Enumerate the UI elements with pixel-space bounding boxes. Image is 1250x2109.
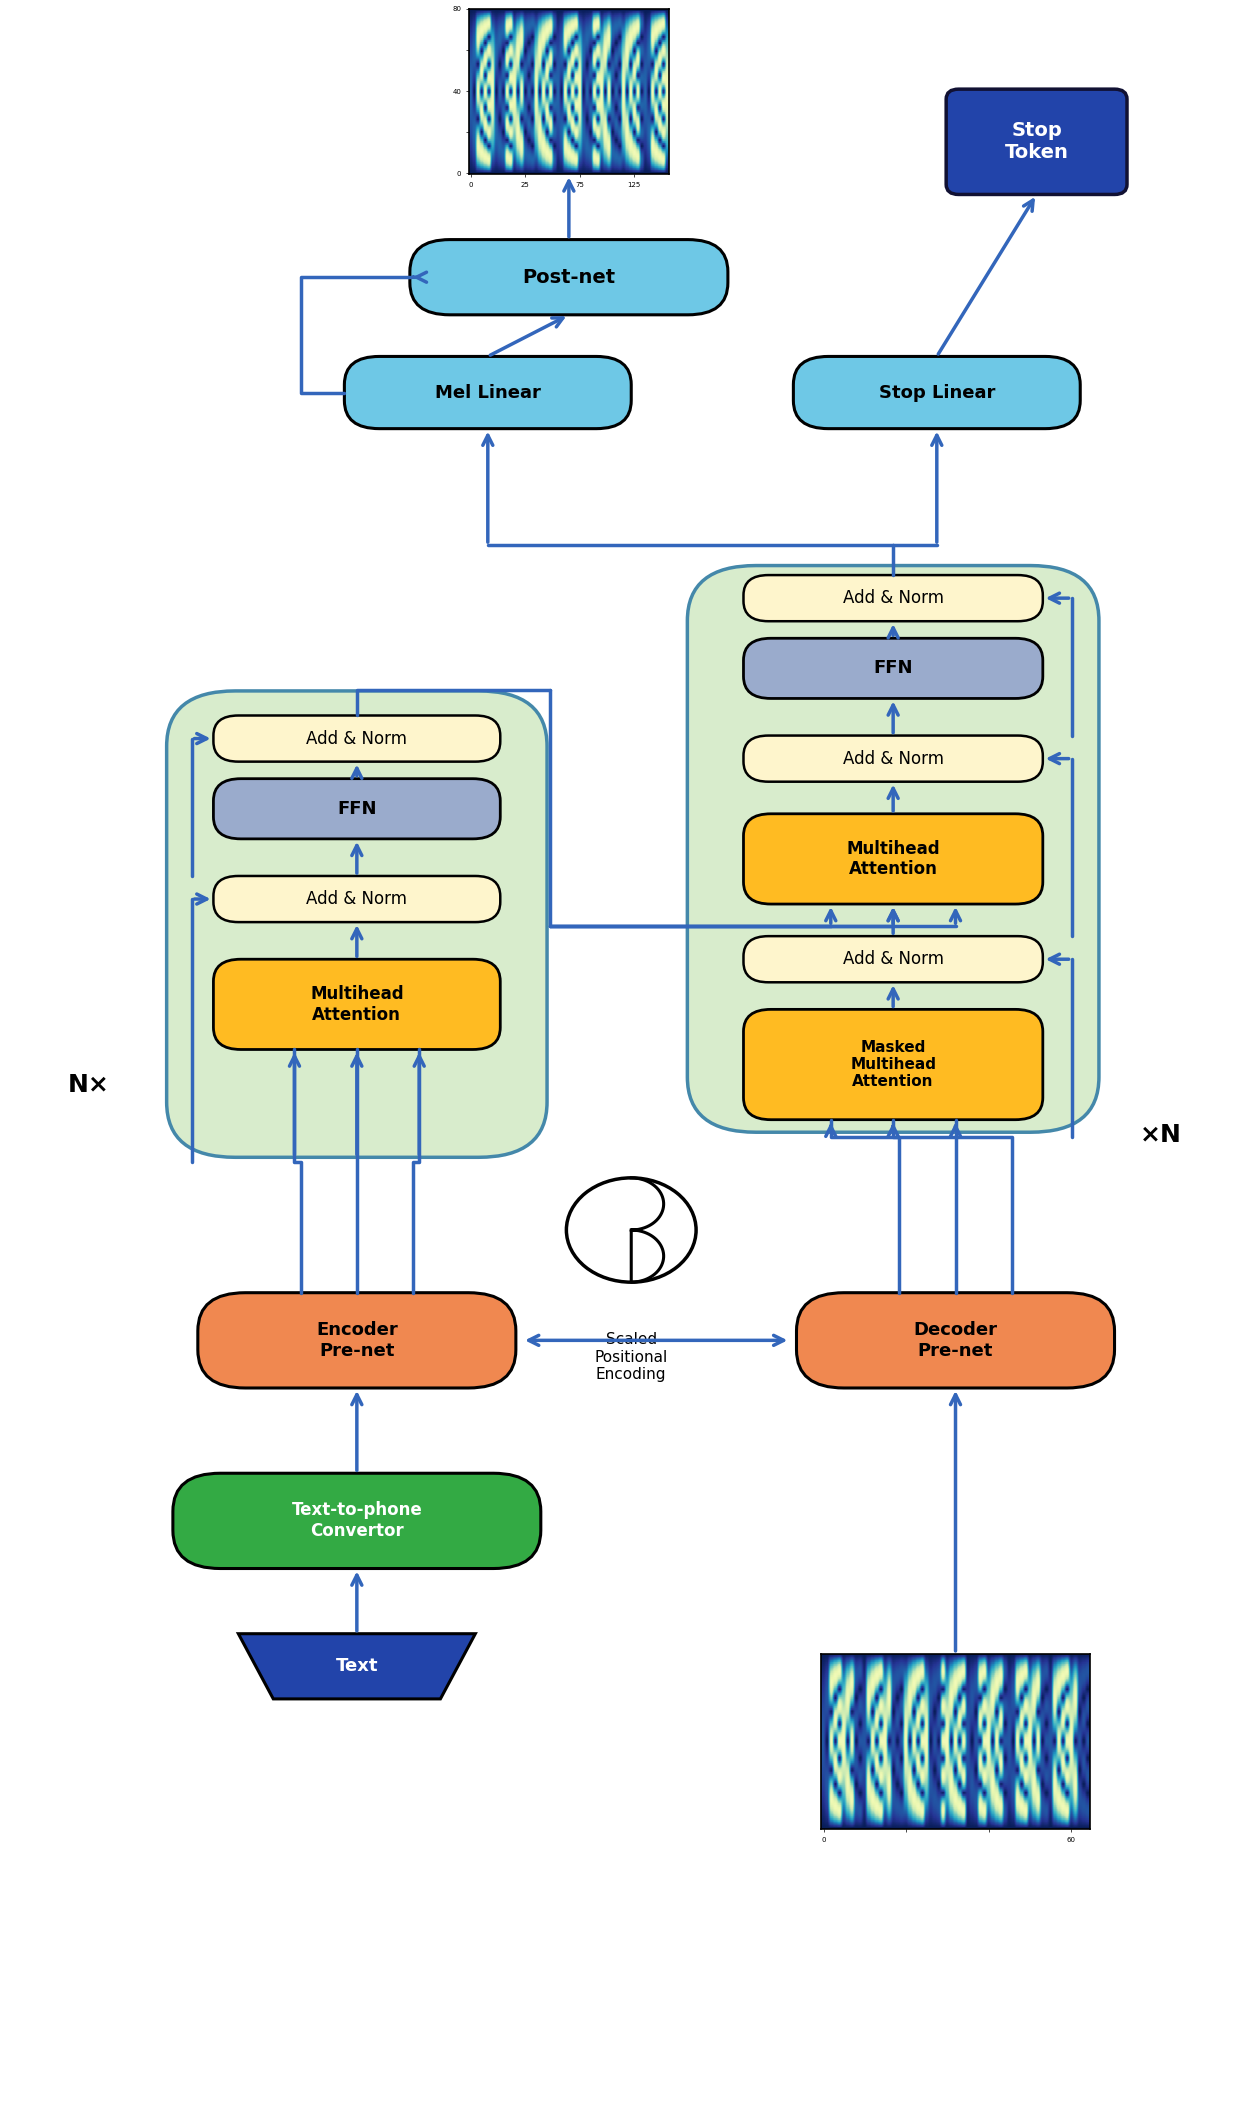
FancyBboxPatch shape <box>744 936 1042 983</box>
FancyBboxPatch shape <box>744 639 1042 698</box>
FancyBboxPatch shape <box>198 1293 516 1388</box>
Text: N×: N× <box>68 1073 110 1097</box>
FancyBboxPatch shape <box>345 356 631 428</box>
Text: Post-net: Post-net <box>522 268 615 287</box>
Text: Stop Linear: Stop Linear <box>879 384 995 401</box>
FancyBboxPatch shape <box>796 1293 1115 1388</box>
FancyBboxPatch shape <box>744 814 1042 905</box>
Text: Add & Norm: Add & Norm <box>842 749 944 768</box>
Text: FFN: FFN <box>338 799 376 818</box>
Text: Text: Text <box>335 1658 378 1675</box>
FancyBboxPatch shape <box>214 875 500 922</box>
FancyBboxPatch shape <box>214 778 500 839</box>
FancyBboxPatch shape <box>744 1010 1042 1120</box>
FancyBboxPatch shape <box>166 692 548 1158</box>
FancyBboxPatch shape <box>744 576 1042 622</box>
FancyBboxPatch shape <box>946 89 1128 194</box>
FancyBboxPatch shape <box>214 960 500 1050</box>
Text: Add & Norm: Add & Norm <box>306 730 408 747</box>
Text: Add & Norm: Add & Norm <box>842 951 944 968</box>
Text: Scaled
Positional
Encoding: Scaled Positional Encoding <box>595 1333 668 1381</box>
Text: Add & Norm: Add & Norm <box>306 890 408 909</box>
Text: Text-to-phone
Convertor: Text-to-phone Convertor <box>291 1502 422 1540</box>
FancyBboxPatch shape <box>173 1474 541 1569</box>
FancyBboxPatch shape <box>214 715 500 761</box>
Polygon shape <box>239 1634 475 1700</box>
FancyBboxPatch shape <box>410 240 728 314</box>
Text: Multihead
Attention: Multihead Attention <box>310 985 404 1023</box>
Text: Stop
Token: Stop Token <box>1005 122 1069 162</box>
Text: Masked
Multihead
Attention: Masked Multihead Attention <box>850 1040 936 1090</box>
Text: Mel Linear: Mel Linear <box>435 384 541 401</box>
Text: ×N: ×N <box>1140 1122 1182 1147</box>
Circle shape <box>566 1177 696 1282</box>
Text: Decoder
Pre-net: Decoder Pre-net <box>914 1320 998 1360</box>
Text: Encoder
Pre-net: Encoder Pre-net <box>316 1320 398 1360</box>
FancyBboxPatch shape <box>794 356 1080 428</box>
Text: Add & Norm: Add & Norm <box>842 588 944 607</box>
FancyBboxPatch shape <box>744 736 1042 782</box>
Text: FFN: FFN <box>874 660 912 677</box>
FancyBboxPatch shape <box>688 565 1099 1133</box>
Text: Multihead
Attention: Multihead Attention <box>846 839 940 877</box>
